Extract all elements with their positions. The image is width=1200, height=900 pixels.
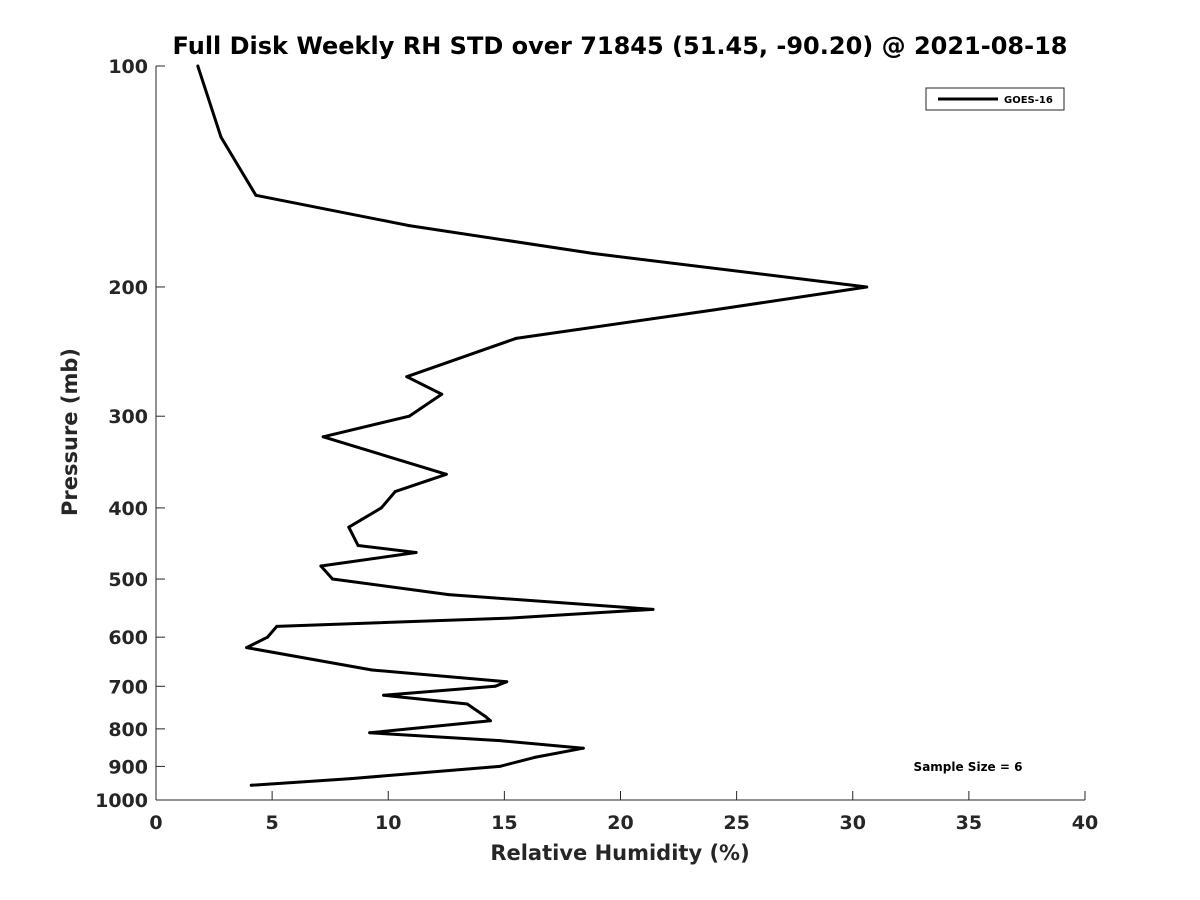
x-tick-label: 10 bbox=[375, 812, 401, 834]
x-tick-label: 30 bbox=[840, 812, 866, 834]
data-point bbox=[331, 577, 334, 581]
data-point bbox=[440, 392, 444, 396]
x-tick-label: 40 bbox=[1072, 812, 1098, 834]
data-point bbox=[711, 308, 715, 312]
data-point bbox=[865, 285, 869, 289]
x-axis-ticks: 0 5 10 15 20 25 30 35 40 bbox=[149, 791, 1098, 834]
data-point bbox=[493, 684, 497, 688]
data-point bbox=[509, 616, 513, 620]
data-point bbox=[319, 564, 323, 568]
y-tick-label: 800 bbox=[108, 719, 148, 741]
data-point bbox=[356, 544, 360, 547]
y-tick-label: 200 bbox=[108, 277, 148, 299]
y-axis-label: Pressure (mb) bbox=[58, 348, 82, 516]
data-point bbox=[405, 375, 409, 379]
y-axis-ticks: 100 200 300 400 500 600 700 800 900 1000 bbox=[95, 56, 165, 812]
data-point bbox=[249, 783, 253, 787]
data-point bbox=[393, 490, 397, 494]
plot-area bbox=[196, 64, 869, 787]
y-tick-label: 300 bbox=[108, 406, 148, 428]
data-point bbox=[349, 777, 353, 781]
data-point bbox=[447, 593, 451, 597]
x-tick-label: 20 bbox=[607, 812, 633, 834]
sample-size-annotation: Sample Size = 6 bbox=[914, 760, 1023, 774]
data-point bbox=[444, 472, 448, 476]
series-line-0 bbox=[196, 65, 869, 787]
x-tick-label: 0 bbox=[149, 812, 162, 834]
y-tick-label: 900 bbox=[108, 756, 148, 778]
data-point bbox=[505, 680, 509, 684]
data-point bbox=[254, 193, 258, 197]
data-point bbox=[484, 715, 488, 719]
data-point bbox=[488, 719, 492, 723]
data-point bbox=[414, 551, 418, 554]
data-point bbox=[196, 64, 200, 68]
data-point bbox=[347, 525, 351, 529]
y-tick-label: 100 bbox=[108, 56, 148, 78]
data-point bbox=[514, 336, 518, 340]
data-point bbox=[651, 607, 655, 611]
x-tick-label: 25 bbox=[723, 812, 749, 834]
data-point bbox=[382, 693, 386, 697]
y-tick-label: 500 bbox=[108, 569, 148, 591]
data-point bbox=[498, 764, 502, 768]
data-point bbox=[407, 414, 411, 418]
legend-label: GOES-16 bbox=[1004, 95, 1053, 106]
data-point bbox=[533, 755, 537, 759]
x-tick-label: 5 bbox=[266, 812, 279, 834]
data-point bbox=[407, 224, 411, 228]
y-tick-label: 700 bbox=[108, 676, 148, 698]
x-tick-label: 35 bbox=[956, 812, 982, 834]
data-point bbox=[581, 746, 585, 750]
legend: GOES-16 bbox=[925, 87, 1065, 111]
data-point bbox=[465, 702, 469, 706]
y-tick-label: 600 bbox=[108, 627, 148, 649]
data-point bbox=[591, 251, 595, 255]
x-axis-label: Relative Humidity (%) bbox=[490, 841, 749, 865]
data-point bbox=[321, 435, 325, 439]
data-point bbox=[266, 635, 269, 639]
data-point bbox=[245, 646, 249, 650]
x-tick-label: 15 bbox=[491, 812, 517, 834]
data-point bbox=[368, 731, 372, 735]
data-point bbox=[219, 135, 223, 139]
y-tick-label: 400 bbox=[108, 498, 148, 520]
data-point bbox=[498, 739, 502, 743]
y-tick-label: 1000 bbox=[95, 790, 148, 812]
data-point bbox=[275, 624, 279, 628]
chart-title: Full Disk Weekly RH STD over 71845 (51.4… bbox=[173, 32, 1068, 60]
data-point bbox=[370, 668, 374, 672]
data-point bbox=[379, 506, 383, 510]
